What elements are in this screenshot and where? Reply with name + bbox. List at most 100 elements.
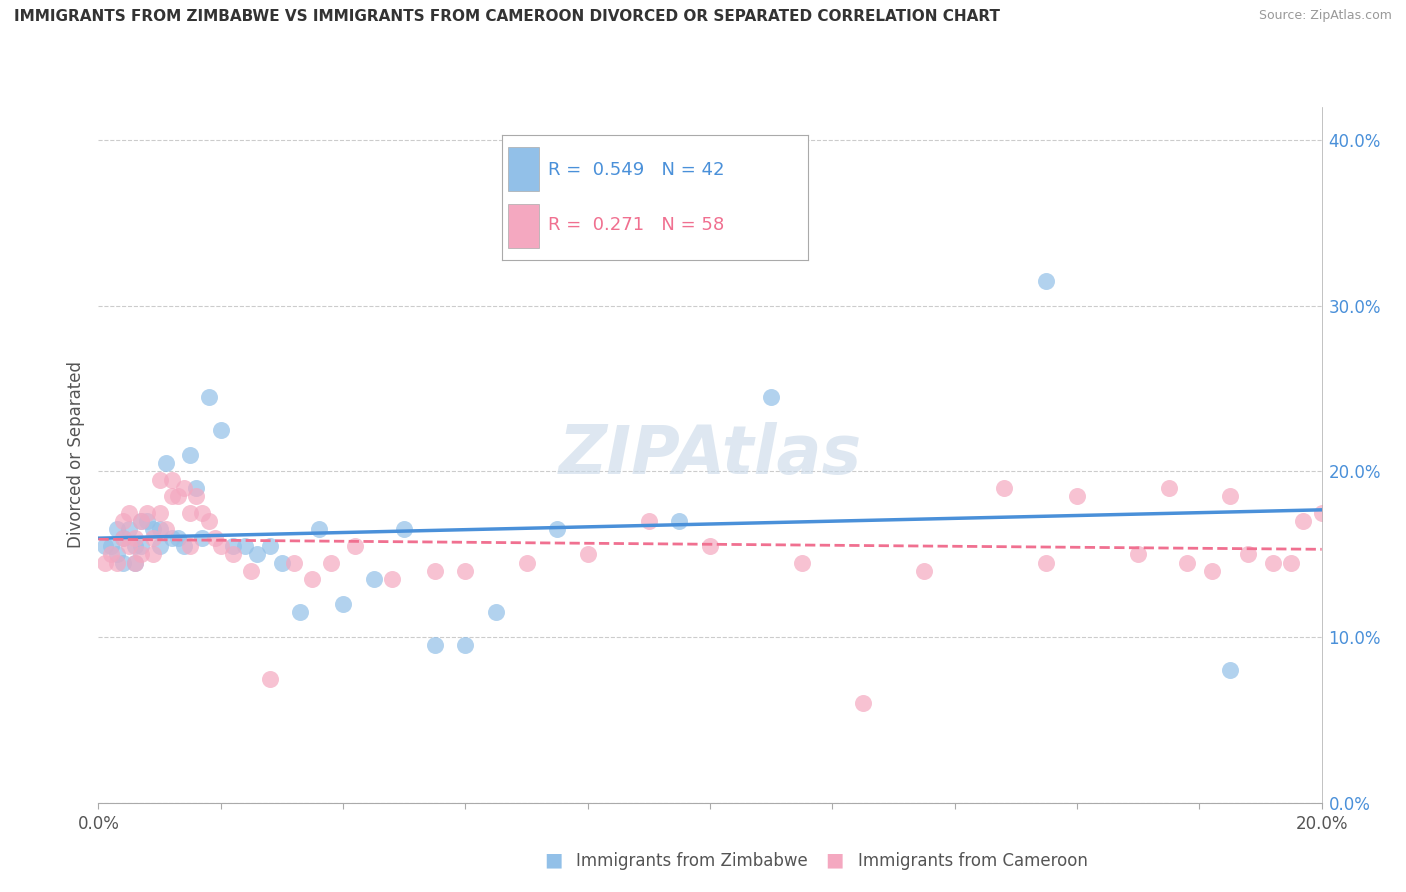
Point	[111, 556, 134, 570]
Point	[118, 523, 141, 537]
Point	[124, 539, 146, 553]
Point	[912, 564, 935, 578]
Point	[1279, 556, 1302, 570]
Point	[160, 489, 183, 503]
Point	[111, 531, 134, 545]
Point	[111, 514, 134, 528]
Point	[100, 539, 122, 553]
Point	[160, 531, 183, 545]
Text: R =  0.271   N = 58: R = 0.271 N = 58	[548, 216, 724, 234]
Point	[233, 539, 256, 553]
Point	[100, 547, 122, 561]
Point	[173, 481, 195, 495]
Y-axis label: Divorced or Separated: Divorced or Separated	[66, 361, 84, 549]
Point	[155, 523, 177, 537]
Point	[1035, 556, 1057, 570]
Point	[381, 572, 404, 586]
Point	[1066, 489, 1088, 503]
Point	[149, 523, 172, 537]
Point	[1128, 547, 1150, 561]
Point	[191, 506, 214, 520]
Point	[290, 605, 312, 619]
Point	[993, 481, 1015, 495]
Point	[546, 523, 568, 537]
Point	[1219, 489, 1241, 503]
Point	[363, 572, 385, 586]
Point	[283, 556, 305, 570]
Point	[637, 514, 661, 528]
Point	[149, 539, 172, 553]
Text: Immigrants from Zimbabwe: Immigrants from Zimbabwe	[576, 852, 808, 870]
Point	[270, 556, 292, 570]
Point	[167, 531, 190, 545]
Point	[1237, 547, 1260, 561]
Point	[1219, 663, 1241, 677]
Point	[105, 523, 128, 537]
Point	[1261, 556, 1284, 570]
Point	[191, 531, 214, 545]
Point	[454, 564, 477, 578]
Point	[105, 556, 128, 570]
Point	[1157, 481, 1180, 495]
Point	[129, 547, 152, 561]
Point	[129, 514, 152, 528]
Text: ZIPAtlas: ZIPAtlas	[558, 422, 862, 488]
Point	[129, 514, 152, 528]
Point	[179, 448, 201, 462]
Point	[149, 473, 172, 487]
Point	[319, 556, 342, 570]
Point	[209, 539, 232, 553]
Bar	[508, 203, 538, 248]
Point	[142, 547, 165, 561]
Point	[93, 539, 115, 553]
Point	[1175, 556, 1198, 570]
Point	[129, 539, 152, 553]
Point	[160, 473, 183, 487]
Point	[118, 506, 141, 520]
Text: ■: ■	[825, 851, 844, 870]
Point	[852, 697, 875, 711]
Point	[149, 506, 172, 520]
Point	[124, 556, 146, 570]
Point	[699, 539, 721, 553]
Point	[186, 489, 208, 503]
Point	[136, 506, 159, 520]
Point	[209, 423, 232, 437]
Point	[111, 531, 134, 545]
Point	[259, 539, 281, 553]
Point	[344, 539, 367, 553]
Point	[222, 539, 245, 553]
Point	[167, 489, 190, 503]
Point	[197, 514, 219, 528]
Point	[759, 390, 782, 404]
Text: ■: ■	[544, 851, 562, 870]
Point	[1310, 506, 1333, 520]
Point	[155, 456, 177, 470]
Point	[204, 531, 226, 545]
Point	[392, 523, 416, 537]
Point	[668, 514, 690, 528]
Point	[186, 481, 208, 495]
Point	[308, 523, 330, 537]
Point	[790, 556, 813, 570]
Point	[259, 672, 281, 686]
Point	[105, 547, 128, 561]
Point	[179, 506, 201, 520]
Bar	[508, 147, 538, 191]
Point	[485, 605, 508, 619]
Point	[454, 639, 477, 653]
Text: IMMIGRANTS FROM ZIMBABWE VS IMMIGRANTS FROM CAMEROON DIVORCED OR SEPARATED CORRE: IMMIGRANTS FROM ZIMBABWE VS IMMIGRANTS F…	[14, 9, 1000, 24]
Point	[1201, 564, 1223, 578]
Point	[576, 547, 599, 561]
Text: Source: ZipAtlas.com: Source: ZipAtlas.com	[1258, 9, 1392, 22]
Point	[173, 539, 195, 553]
Text: R =  0.549   N = 42: R = 0.549 N = 42	[548, 161, 724, 179]
Point	[197, 390, 219, 404]
Point	[423, 639, 446, 653]
Point	[240, 564, 263, 578]
Point	[136, 514, 159, 528]
Point	[222, 547, 245, 561]
Text: Immigrants from Cameroon: Immigrants from Cameroon	[858, 852, 1087, 870]
Point	[142, 523, 165, 537]
Point	[332, 597, 354, 611]
